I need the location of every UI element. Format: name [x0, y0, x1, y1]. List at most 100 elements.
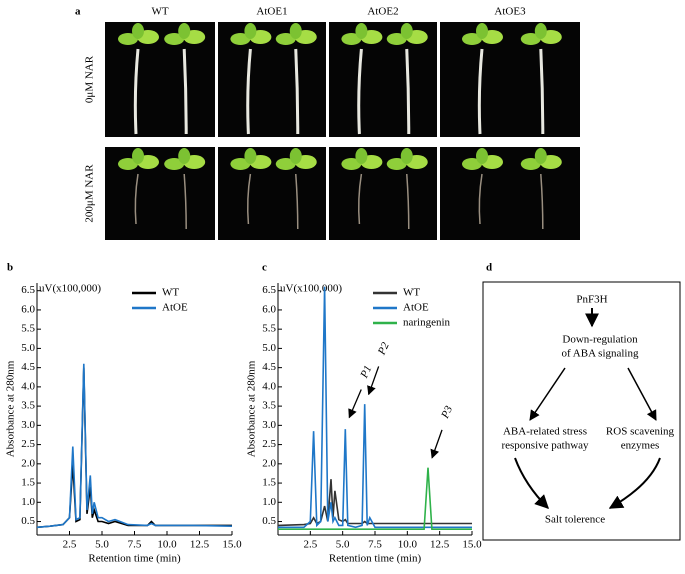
leaf [534, 23, 547, 39]
y-tick-label: 3.5 [262, 400, 276, 412]
x-tick-label: 2.5 [303, 539, 317, 551]
leaf [400, 23, 413, 39]
annotation-arrow [430, 429, 443, 459]
legend-label: naringenin [403, 317, 451, 329]
leaf [462, 158, 482, 170]
y-tick-label: 2.5 [21, 438, 35, 450]
annotation-arrow [348, 389, 362, 419]
node-label: enzymes [621, 440, 659, 452]
node-label: of ABA signaling [561, 348, 639, 360]
leaf [355, 148, 368, 164]
root [478, 173, 483, 225]
y-tick-label: 4.0 [21, 380, 35, 392]
x-tick-label: 15.0 [222, 539, 242, 551]
series-line [36, 367, 232, 529]
column-label: AtOE3 [494, 6, 526, 18]
leaf [386, 158, 407, 170]
x-tick-label: 12.5 [190, 539, 210, 551]
y-tick-label: 6.0 [21, 303, 35, 315]
leaf [275, 158, 296, 170]
x-axis-label: Retention time (min) [88, 553, 181, 565]
y-tick-label: 2.0 [21, 457, 35, 469]
unit-label: uV(x100,000) [280, 283, 342, 295]
y-axis-label: Absorbance at 280nm [246, 360, 258, 457]
arrow [529, 367, 566, 421]
root [294, 48, 300, 135]
column-label: WT [151, 6, 168, 18]
root [357, 48, 363, 135]
leaf [244, 23, 257, 39]
y-tick-label: 1.5 [262, 477, 276, 489]
y-tick-label: 1.0 [21, 496, 35, 508]
root [477, 48, 484, 135]
legend-label: WT [403, 287, 420, 299]
panel-label: d [486, 262, 492, 274]
y-tick-label: 3.5 [21, 400, 35, 412]
y-tick-label: 1.5 [21, 477, 35, 489]
leaf [244, 148, 257, 164]
leaf [386, 33, 407, 45]
leaf [132, 148, 144, 164]
y-tick-label: 5.5 [262, 323, 276, 335]
leaf [476, 23, 488, 39]
y-tick-label: 6.5 [262, 284, 276, 296]
leaf [230, 33, 251, 45]
y-tick-label: 4.0 [262, 380, 276, 392]
annotation-arrow [367, 366, 380, 396]
node-label: responsive pathway [501, 440, 589, 452]
leaf [341, 158, 362, 170]
panel-label: c [262, 262, 267, 274]
column-label: AtOE2 [367, 6, 398, 18]
leaf [520, 158, 541, 170]
unit-label: uV(x100,000) [39, 283, 101, 295]
leaf [400, 148, 413, 164]
diagram-box [482, 281, 681, 541]
y-tick-label: 3.0 [262, 419, 276, 431]
leaf [476, 148, 488, 164]
root [182, 48, 188, 135]
x-tick-label: 5.0 [336, 539, 350, 551]
root [539, 48, 545, 135]
y-axis-label: Absorbance at 280nm [5, 360, 17, 457]
x-axis-label: Retention time (min) [329, 553, 422, 565]
leaf [118, 158, 138, 170]
y-tick-label: 6.0 [262, 303, 276, 315]
leaf [164, 158, 185, 170]
y-tick-label: 2.5 [262, 438, 276, 450]
y-tick-label: 4.5 [262, 361, 276, 373]
root [295, 173, 299, 230]
y-tick-label: 4.5 [21, 361, 35, 373]
leaf [164, 33, 185, 45]
leaf [178, 23, 191, 39]
leaf [289, 148, 302, 164]
x-tick-label: 5.0 [95, 539, 109, 551]
column-label: AtOE1 [256, 6, 287, 18]
leaf [462, 33, 482, 45]
y-tick-label: 2.0 [262, 457, 276, 469]
y-tick-label: 5.5 [21, 323, 35, 335]
leaf [132, 23, 144, 39]
node-label: PnF3H [576, 294, 607, 306]
x-tick-label: 7.5 [128, 539, 142, 551]
annotation: P2 [375, 340, 392, 358]
y-tick-label: 3.0 [21, 419, 35, 431]
annotation: P3 [439, 404, 456, 422]
row-label: 200μM NAR [84, 164, 96, 223]
leaf [341, 33, 362, 45]
root [246, 173, 252, 225]
legend-label: AtOE [162, 302, 188, 314]
panel-label: b [7, 262, 13, 274]
root [406, 173, 410, 230]
legend-label: WT [162, 287, 179, 299]
series-line [277, 479, 472, 527]
root [540, 173, 544, 230]
leaf [118, 33, 138, 45]
panel-label: a [75, 6, 81, 18]
root [357, 173, 363, 225]
legend-label: AtOE [403, 302, 429, 314]
x-tick-label: 7.5 [368, 539, 382, 551]
x-tick-label: 15.0 [462, 539, 482, 551]
root [405, 48, 411, 135]
leaf [289, 23, 302, 39]
